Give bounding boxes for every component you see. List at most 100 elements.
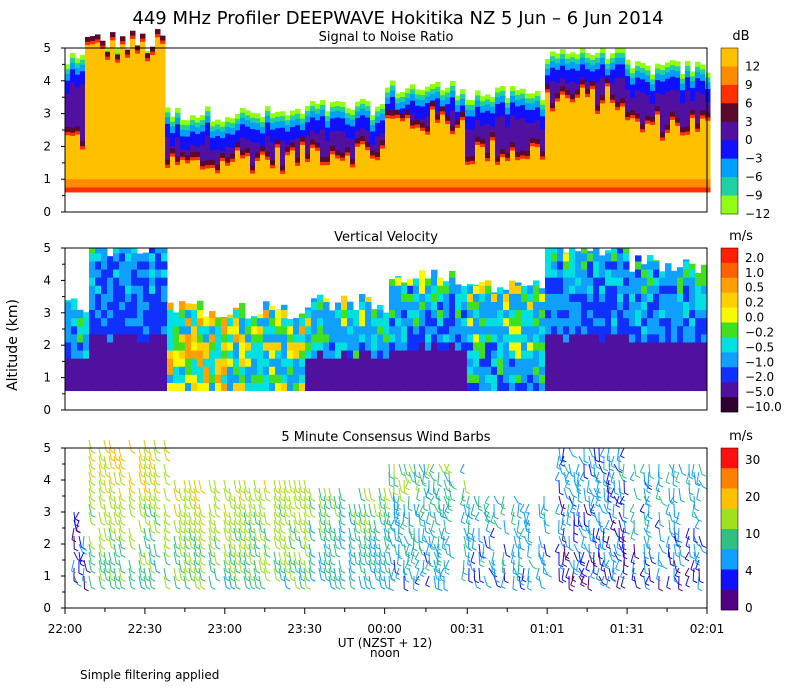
- wind-barb: [328, 551, 332, 564]
- snr-cell: [700, 118, 706, 193]
- velocity-cell: [401, 282, 408, 286]
- velocity-cell: [287, 325, 294, 335]
- wind-barb-flag: [116, 482, 121, 486]
- wind-barb: [138, 447, 142, 460]
- wind-barb: [78, 551, 82, 565]
- wind-barb-flag: [361, 562, 366, 566]
- wind-barb: [163, 567, 167, 580]
- velocity-cell: [95, 277, 102, 286]
- velocity-cell: [695, 358, 702, 367]
- wind-barb: [153, 511, 157, 524]
- velocity-cell: [557, 277, 564, 286]
- velocity-cell: [83, 325, 90, 335]
- velocity-cell: [671, 277, 678, 286]
- velocity-cell: [695, 341, 702, 351]
- wind-barb: [183, 503, 187, 516]
- velocity-cell: [89, 317, 96, 327]
- velocity-cell: [395, 333, 402, 343]
- snr-cell: [695, 179, 701, 188]
- velocity-cell: [467, 325, 474, 335]
- wind-barb: [646, 519, 650, 532]
- wind-barb-flag: [575, 472, 581, 476]
- wind-barb-flag: [131, 570, 136, 574]
- snr-cell: [380, 179, 386, 188]
- wind-barb: [443, 559, 446, 573]
- velocity-cell: [581, 260, 588, 270]
- wind-barb: [606, 447, 610, 460]
- wind-barb: [538, 503, 541, 517]
- wind-barb: [188, 495, 192, 508]
- velocity-cell: [83, 366, 90, 375]
- velocity-cell: [695, 366, 702, 375]
- wind-barb-flag: [398, 556, 403, 560]
- velocity-cell: [671, 382, 678, 392]
- wind-barb-flag: [141, 562, 146, 566]
- wind-barb-flag: [291, 546, 296, 550]
- wind-barb: [430, 535, 435, 547]
- wind-barb: [403, 535, 409, 544]
- velocity-cell: [455, 285, 462, 294]
- velocity-cell: [677, 382, 684, 392]
- y-tick-label: 5: [43, 41, 51, 55]
- velocity-cell: [65, 325, 72, 335]
- velocity-cell: [461, 366, 468, 375]
- wind-barb-flag: [151, 554, 156, 558]
- wind-barb: [566, 511, 570, 524]
- velocity-cell: [497, 301, 504, 311]
- velocity-cell: [347, 382, 354, 392]
- velocity-cell: [377, 358, 384, 367]
- wind-barb-flag: [341, 570, 346, 574]
- snr-cell: [635, 179, 641, 188]
- velocity-cell: [89, 293, 96, 302]
- velocity-cell: [281, 304, 288, 311]
- velocity-cell: [491, 366, 498, 375]
- velocity-cell: [149, 248, 156, 254]
- wind-barb: [143, 567, 147, 580]
- wind-barb-flag: [447, 519, 452, 523]
- snr-cell: [235, 187, 241, 193]
- wind-barb-flag: [414, 558, 420, 562]
- wind-barb: [128, 535, 132, 548]
- wind-barb: [441, 535, 445, 549]
- velocity-cell: [377, 341, 384, 351]
- velocity-cell: [221, 317, 228, 327]
- velocity-cell: [581, 382, 588, 392]
- snr-cell: [345, 155, 351, 193]
- snr-cell: [190, 160, 196, 193]
- wind-barb: [630, 527, 635, 539]
- velocity-cell: [281, 317, 288, 327]
- wind-barb: [333, 543, 337, 556]
- wind-barb: [423, 463, 426, 477]
- velocity-cell: [233, 374, 240, 383]
- velocity-cell: [101, 317, 108, 327]
- velocity-cell: [449, 325, 456, 335]
- velocity-cell: [437, 309, 444, 319]
- snr-cell: [340, 160, 346, 193]
- wind-barb: [79, 551, 85, 561]
- wind-barb-flag: [400, 499, 406, 503]
- velocity-cell: [251, 316, 258, 319]
- wind-barb-flag: [547, 574, 553, 578]
- velocity-cell: [557, 252, 564, 262]
- wind-barb: [303, 559, 307, 572]
- velocity-cell: [245, 333, 252, 343]
- wind-barb: [631, 559, 635, 573]
- velocity-cell: [533, 333, 540, 343]
- velocity-cell: [563, 382, 570, 392]
- snr-cell: [125, 187, 131, 193]
- wind-barb-flag: [612, 516, 618, 520]
- snr-cell: [245, 179, 251, 188]
- snr-cell: [115, 179, 121, 188]
- velocity-cell: [677, 267, 684, 270]
- velocity-cell: [155, 309, 162, 319]
- snr-cell: [500, 157, 506, 193]
- velocity-cell: [587, 374, 594, 383]
- y-tick-label: 4: [43, 473, 51, 487]
- velocity-cell: [191, 309, 198, 319]
- wind-barb: [613, 543, 618, 555]
- velocity-cell: [209, 317, 216, 327]
- y-tick-label: 0: [43, 205, 51, 219]
- velocity-cell: [671, 374, 678, 383]
- wind-barb-flag: [541, 563, 547, 566]
- snr-cell: [510, 150, 516, 193]
